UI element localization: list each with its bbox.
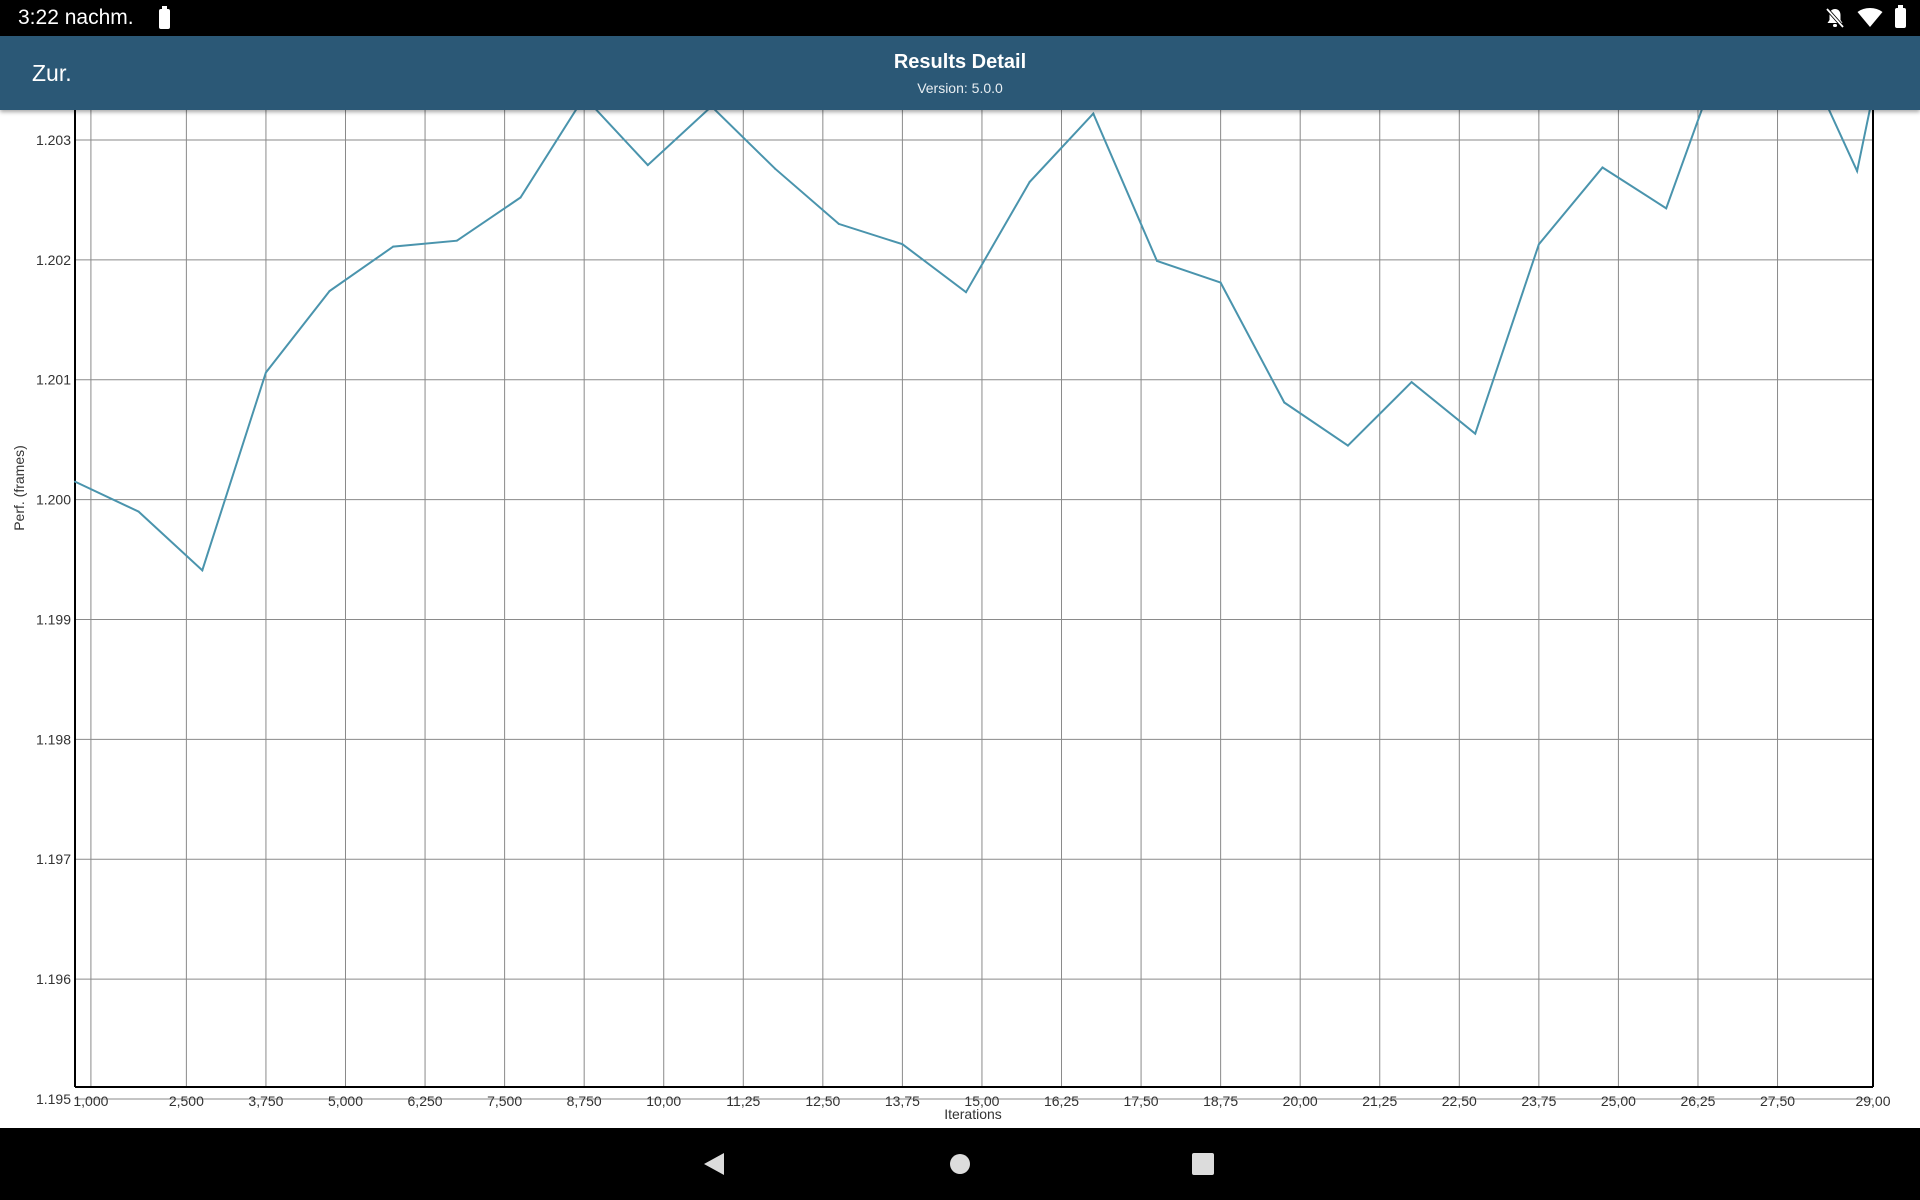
status-time: 3:22 nachm. xyxy=(18,6,134,29)
y-tick-label: 1.196 xyxy=(36,971,71,987)
data-point xyxy=(1665,207,1668,210)
battery-icon xyxy=(159,6,170,29)
status-bar: 3:22 nachm. xyxy=(0,0,1920,36)
data-point xyxy=(137,510,140,513)
x-tick-label: 6,250 xyxy=(408,1093,443,1109)
x-tick-label: 25,00 xyxy=(1601,1093,1636,1109)
data-point xyxy=(201,569,204,572)
y-tick-label: 1.199 xyxy=(36,611,71,627)
data-point xyxy=(1410,381,1413,384)
notifications-off-icon xyxy=(1825,7,1845,29)
data-point xyxy=(1283,401,1286,404)
x-axis-label: Iterations xyxy=(944,1106,1002,1122)
y-tick-label: 1.195 xyxy=(36,1091,71,1107)
recents-square-icon xyxy=(1192,1153,1214,1175)
navigation-bar xyxy=(0,1128,1920,1200)
x-tick-label: 1,000 xyxy=(73,1093,108,1109)
x-tick-label: 11,25 xyxy=(726,1093,760,1109)
x-tick-label: 17,50 xyxy=(1124,1093,1159,1109)
series-line xyxy=(74,110,1871,573)
series-layer xyxy=(74,110,1871,573)
y-axis-label: Perf. (frames) xyxy=(11,445,27,531)
data-point xyxy=(1346,444,1349,447)
version-label: Version: 5.0.0 xyxy=(917,80,1003,96)
nav-back-button[interactable] xyxy=(680,1128,752,1200)
y-tick-label: 1.202 xyxy=(36,252,71,268)
x-tick-label: 21,25 xyxy=(1362,1093,1397,1109)
data-point xyxy=(1601,166,1604,169)
data-point xyxy=(1856,170,1859,173)
performance-chart: 1,000 2,500 3,750 5,000 6,250 7,500 8,750 10,00… xyxy=(11,110,1891,1122)
x-tick-label: 5,000 xyxy=(328,1093,363,1109)
y-tick-label: 1.198 xyxy=(36,731,71,747)
data-point xyxy=(519,196,522,199)
back-triangle-icon xyxy=(704,1153,724,1175)
x-tick-label: 3,750 xyxy=(248,1093,283,1109)
y-tick-label: 1.200 xyxy=(36,492,71,508)
data-point xyxy=(1537,243,1540,246)
x-tick-label: 29,00 xyxy=(1855,1093,1890,1109)
page-title: Results Detail xyxy=(893,51,1027,73)
x-tick-label: 8,750 xyxy=(567,1093,602,1109)
data-point xyxy=(774,167,777,170)
x-tick-label: 27,50 xyxy=(1760,1093,1795,1109)
data-point xyxy=(965,291,968,294)
x-tick-label: 15,00 xyxy=(964,1093,999,1109)
tick-labels: 1,000 2,500 3,750 5,000 6,250 7,500 8,750 10,00… xyxy=(36,132,1891,1109)
data-point xyxy=(837,222,840,225)
y-tick-label: 1.203 xyxy=(36,132,71,148)
grid xyxy=(75,110,1874,1100)
data-point xyxy=(901,243,904,246)
data-point xyxy=(1155,260,1158,263)
data-point xyxy=(1219,281,1222,284)
y-tick-label: 1.197 xyxy=(36,851,71,867)
status-icons xyxy=(1825,5,1906,30)
back-button[interactable]: Zur. xyxy=(32,60,72,86)
data-point xyxy=(1474,432,1477,435)
home-circle-icon xyxy=(950,1154,970,1174)
x-tick-label: 13,75 xyxy=(885,1093,920,1109)
chart-area: 1,000 2,500 3,750 5,000 6,250 7,500 8,750 10,00… xyxy=(0,110,1920,1128)
data-point xyxy=(455,239,458,242)
data-point xyxy=(264,371,267,374)
data-point xyxy=(1028,180,1031,183)
x-tick-label: 22,50 xyxy=(1442,1093,1477,1109)
data-point xyxy=(328,290,331,292)
wifi-icon xyxy=(1857,8,1883,27)
app-bar: Zur. Results Detail Version: 5.0.0 xyxy=(0,36,1920,110)
x-tick-label: 18,75 xyxy=(1203,1093,1238,1109)
data-point xyxy=(646,164,649,167)
data-point xyxy=(1092,112,1095,115)
y-tick-label: 1.201 xyxy=(36,372,71,388)
x-tick-label: 20,00 xyxy=(1283,1093,1318,1109)
x-tick-label: 26,25 xyxy=(1680,1093,1715,1109)
axes xyxy=(74,110,1874,1088)
data-point xyxy=(74,480,76,483)
x-tick-label: 10,00 xyxy=(646,1093,681,1109)
x-tick-label: 23,75 xyxy=(1521,1093,1556,1109)
nav-home-button[interactable] xyxy=(924,1128,996,1200)
x-tick-label: 16,25 xyxy=(1044,1093,1079,1109)
x-tick-label: 12,50 xyxy=(805,1093,840,1109)
data-point xyxy=(392,245,395,248)
x-tick-label: 7,500 xyxy=(487,1093,522,1109)
x-tick-label: 2,500 xyxy=(169,1093,204,1109)
battery-icon xyxy=(1895,5,1906,28)
nav-recents-button[interactable] xyxy=(1167,1128,1239,1200)
